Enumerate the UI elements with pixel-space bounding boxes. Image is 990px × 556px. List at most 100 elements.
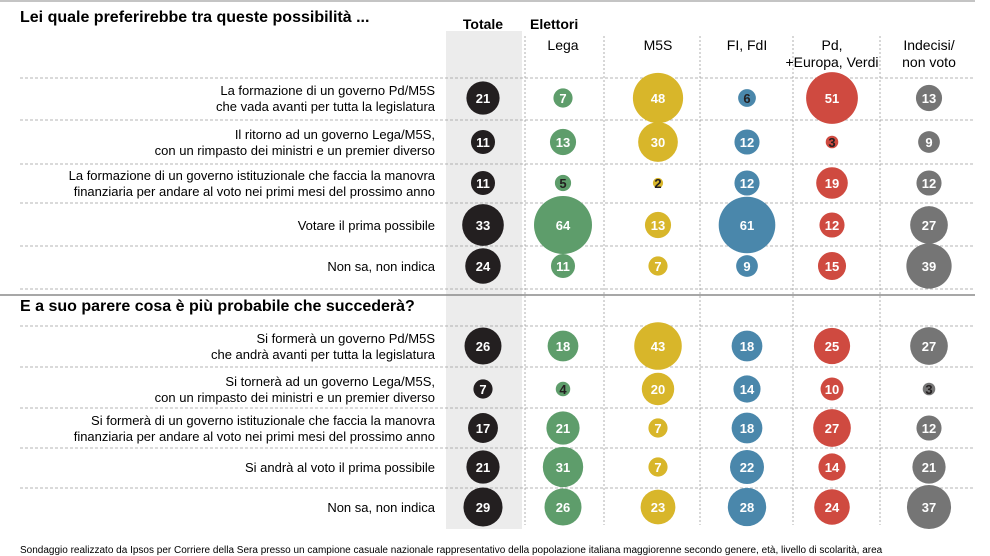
bubble: [922, 382, 936, 396]
bubble-value: 37: [922, 500, 936, 515]
bubble: [547, 330, 579, 362]
column-header: Lega: [547, 37, 578, 53]
bubble-value: 6: [743, 91, 750, 106]
bubble-value: 11: [556, 259, 570, 274]
bubble: [912, 450, 946, 484]
bubble-value: 10: [825, 382, 839, 397]
bubble-value: 26: [476, 339, 490, 354]
bubble-value: 12: [740, 135, 754, 150]
bubble-value: 7: [654, 421, 661, 436]
bubble-value: 12: [922, 421, 936, 436]
bubble: [819, 212, 845, 238]
row-label: finanziaria per andare al voto nei primi…: [74, 429, 435, 444]
footnote: Sondaggio realizzato da Ipsos per Corrie…: [20, 545, 883, 556]
bubble-value: 12: [825, 218, 839, 233]
bubble: [546, 411, 580, 445]
row-label: Si andrà al voto il prima possibile: [245, 460, 435, 475]
bubble-value: 5: [559, 176, 566, 191]
bubble-value: 18: [556, 339, 570, 354]
bubble: [465, 248, 501, 284]
column-header: Indecisi/: [903, 37, 954, 53]
bubble: [553, 88, 573, 108]
bubble-value: 21: [922, 460, 936, 475]
bubble-value: 7: [654, 259, 661, 274]
bubble-value: 21: [476, 91, 490, 106]
bubble: [731, 412, 763, 444]
bubble: [466, 81, 500, 115]
bubble: [915, 84, 943, 112]
bubble: [818, 453, 846, 481]
bubble: [910, 327, 948, 365]
bubble-value: 15: [825, 259, 839, 274]
row-label: Si formerà un governo Pd/M5S: [257, 331, 436, 346]
bubble: [468, 413, 498, 443]
bubble-value: 61: [740, 218, 754, 233]
bubble: [727, 487, 767, 527]
bubble-value: 48: [651, 91, 665, 106]
bubble-value: 39: [922, 259, 936, 274]
bubble: [733, 375, 761, 403]
bubble: [729, 449, 765, 485]
bubble-value: 29: [476, 500, 490, 515]
bubble-value: 31: [556, 460, 570, 475]
row-label: La formazione di un governo istituzional…: [69, 168, 436, 183]
bubble: [641, 372, 675, 406]
bubble: [813, 327, 851, 365]
bubble-value: 3: [828, 135, 835, 150]
row-label: Non sa, non indica: [327, 259, 435, 274]
bubble: [906, 243, 952, 289]
bubble-value: 18: [740, 421, 754, 436]
bubble-value: 9: [743, 259, 750, 274]
bubble-value: 19: [825, 176, 839, 191]
bubble: [731, 330, 763, 362]
bubble: [534, 196, 592, 254]
bubble: [549, 128, 577, 156]
bubble: [466, 450, 500, 484]
bubble: [554, 174, 572, 192]
bubble-value: 27: [922, 218, 936, 233]
bubble: [910, 206, 948, 244]
bubble-value: 7: [559, 91, 566, 106]
bubble: [470, 170, 496, 196]
bubble: [734, 170, 760, 196]
bubble: [738, 89, 756, 107]
bubble: [718, 196, 776, 254]
row-label: La formazione di un governo Pd/M5S: [220, 83, 435, 98]
bubble-value: 12: [740, 176, 754, 191]
column-header-totale: Totale: [463, 16, 503, 32]
row-label: con un rimpasto dei ministri e un premie…: [155, 143, 435, 158]
row-label: finanziaria per andare al voto nei primi…: [74, 184, 435, 199]
row-label: Votare il prima possibile: [298, 218, 435, 233]
bubble: [906, 484, 952, 530]
bubble: [816, 167, 848, 199]
row-label: che vada avanti per tutta la legislatura: [216, 99, 436, 114]
bubble-value: 22: [740, 460, 754, 475]
bubble: [806, 72, 858, 124]
bubble-value: 9: [925, 135, 932, 150]
bubble: [632, 72, 684, 124]
bubble: [640, 489, 676, 525]
bubble: [464, 327, 502, 365]
bubble: [634, 322, 682, 370]
bubble-value: 14: [825, 460, 840, 475]
bubble: [463, 487, 503, 527]
bubble: [638, 122, 678, 162]
row-label: Il ritorno ad un governo Lega/M5S,: [235, 127, 435, 142]
bubble-value: 7: [479, 382, 486, 397]
bubble-value: 26: [556, 500, 570, 515]
bubble: [544, 488, 582, 526]
bubble-value: 43: [651, 339, 665, 354]
bubble-value: 27: [922, 339, 936, 354]
column-header: M5S: [644, 37, 673, 53]
bubble-value: 24: [825, 500, 840, 515]
bubble: [644, 211, 672, 239]
bubble: [814, 489, 850, 525]
bubble: [736, 255, 758, 277]
group-header-elettori: Elettori: [530, 16, 578, 32]
bubble: [470, 129, 496, 155]
bubble-value: 11: [476, 176, 490, 191]
bubble: [734, 129, 760, 155]
bubble: [542, 446, 584, 488]
bubble: [916, 415, 942, 441]
